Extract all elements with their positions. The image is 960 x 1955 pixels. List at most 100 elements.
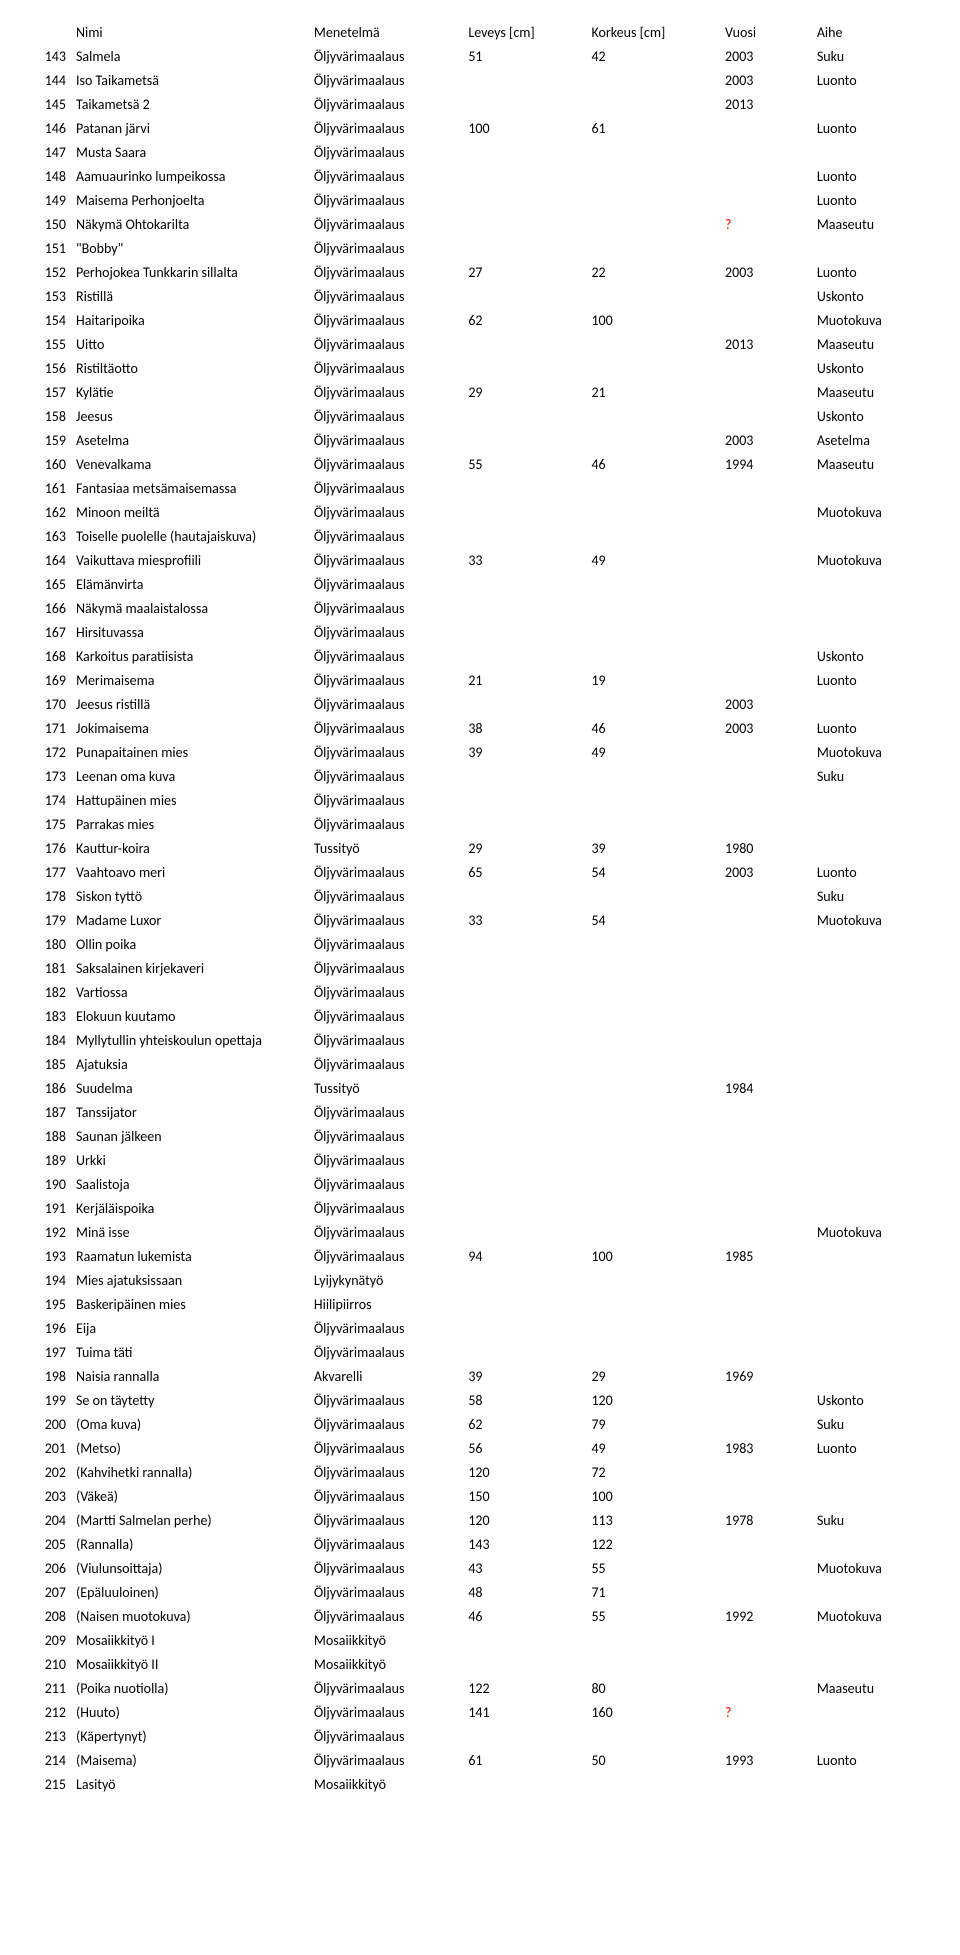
table-row: 199Se on täytettyÖljyvärimaalaus58120Usk… <box>24 1388 936 1412</box>
cell-height <box>587 1292 721 1316</box>
cell-width <box>464 1292 587 1316</box>
cell-width: 27 <box>464 260 587 284</box>
cell-height <box>587 1076 721 1100</box>
cell-width: 48 <box>464 1580 587 1604</box>
cell-year <box>721 356 813 380</box>
cell-width <box>464 1268 587 1292</box>
cell-method: Öljyvärimaalaus <box>310 140 464 164</box>
cell-year <box>721 404 813 428</box>
cell-subject <box>813 1460 936 1484</box>
cell-width <box>464 476 587 500</box>
cell-height <box>587 332 721 356</box>
cell-width: 56 <box>464 1436 587 1460</box>
cell-num: 204 <box>24 1508 72 1532</box>
cell-name: Kylätie <box>72 380 310 404</box>
table-row: 215LasityöMosaiikkityö <box>24 1772 936 1796</box>
cell-name: Mosaiikkityö II <box>72 1652 310 1676</box>
table-row: 169MerimaisemaÖljyvärimaalaus2119Luonto <box>24 668 936 692</box>
cell-num: 148 <box>24 164 72 188</box>
table-row: 168Karkoitus paratiisistaÖljyvärimaalaus… <box>24 644 936 668</box>
table-row: 213(Käpertynyt)Öljyvärimaalaus <box>24 1724 936 1748</box>
cell-year <box>721 1196 813 1220</box>
table-row: 147Musta SaaraÖljyvärimaalaus <box>24 140 936 164</box>
cell-name: (Naisen muotokuva) <box>72 1604 310 1628</box>
cell-num: 213 <box>24 1724 72 1748</box>
cell-height: 46 <box>587 452 721 476</box>
cell-width <box>464 572 587 596</box>
cell-height <box>587 1316 721 1340</box>
cell-height <box>587 236 721 260</box>
cell-width: 33 <box>464 908 587 932</box>
cell-year <box>721 1460 813 1484</box>
cell-num: 189 <box>24 1148 72 1172</box>
cell-year <box>721 1340 813 1364</box>
cell-year: 2003 <box>721 260 813 284</box>
cell-height <box>587 764 721 788</box>
cell-year <box>721 1148 813 1172</box>
cell-year: 1993 <box>721 1748 813 1772</box>
cell-method: Öljyvärimaalaus <box>310 1724 464 1748</box>
cell-year <box>721 380 813 404</box>
cell-year <box>721 1124 813 1148</box>
table-row: 143SalmelaÖljyvärimaalaus51422003Suku <box>24 44 936 68</box>
cell-num: 149 <box>24 188 72 212</box>
cell-width <box>464 212 587 236</box>
table-row: 164Vaikuttava miesprofiiliÖljyvärimaalau… <box>24 548 936 572</box>
cell-num: 170 <box>24 692 72 716</box>
cell-method: Öljyvärimaalaus <box>310 644 464 668</box>
table-row: 212(Huuto)Öljyvärimaalaus141160? <box>24 1700 936 1724</box>
cell-num: 187 <box>24 1100 72 1124</box>
cell-year <box>721 932 813 956</box>
cell-year <box>721 164 813 188</box>
cell-width: 39 <box>464 740 587 764</box>
cell-method: Öljyvärimaalaus <box>310 1700 464 1724</box>
cell-width <box>464 788 587 812</box>
cell-subject: Uskonto <box>813 1388 936 1412</box>
cell-width <box>464 1148 587 1172</box>
cell-year <box>721 1316 813 1340</box>
cell-subject <box>813 1052 936 1076</box>
cell-height: 122 <box>587 1532 721 1556</box>
cell-method: Öljyvärimaalaus <box>310 524 464 548</box>
cell-num: 195 <box>24 1292 72 1316</box>
cell-width <box>464 1004 587 1028</box>
cell-year <box>721 908 813 932</box>
cell-num: 173 <box>24 764 72 788</box>
cell-num: 196 <box>24 1316 72 1340</box>
cell-name: Fantasiaa metsämaisemassa <box>72 476 310 500</box>
cell-subject <box>813 1004 936 1028</box>
cell-num: 154 <box>24 308 72 332</box>
cell-year: 2013 <box>721 332 813 356</box>
cell-name: Lasityö <box>72 1772 310 1796</box>
cell-year <box>721 884 813 908</box>
cell-height: 54 <box>587 908 721 932</box>
cell-method: Öljyvärimaalaus <box>310 1004 464 1028</box>
cell-num: 200 <box>24 1412 72 1436</box>
header-height: Korkeus [cm] <box>587 20 721 44</box>
cell-name: Uitto <box>72 332 310 356</box>
cell-height <box>587 884 721 908</box>
cell-method: Öljyvärimaalaus <box>310 716 464 740</box>
cell-method: Öljyvärimaalaus <box>310 1220 464 1244</box>
cell-width <box>464 1172 587 1196</box>
cell-height <box>587 1340 721 1364</box>
cell-height: 120 <box>587 1388 721 1412</box>
cell-method: Öljyvärimaalaus <box>310 428 464 452</box>
cell-name: Elämänvirta <box>72 572 310 596</box>
table-row: 184 Myllytullin yhteiskoulun opettajaÖlj… <box>24 1028 936 1052</box>
cell-name: Hirsituvassa <box>72 620 310 644</box>
cell-width <box>464 404 587 428</box>
cell-method: Öljyvärimaalaus <box>310 92 464 116</box>
header-name: Nimi <box>72 20 310 44</box>
cell-subject <box>813 1628 936 1652</box>
cell-year <box>721 140 813 164</box>
cell-subject: Muotokuva <box>813 1556 936 1580</box>
table-row: 193 Raamatun lukemistaÖljyvärimaalaus941… <box>24 1244 936 1268</box>
cell-name: (Metso) <box>72 1436 310 1460</box>
cell-name: Minä isse <box>72 1220 310 1244</box>
cell-num: 182 <box>24 980 72 1004</box>
cell-year <box>721 1532 813 1556</box>
cell-subject <box>813 1268 936 1292</box>
cell-num: 209 <box>24 1628 72 1652</box>
cell-width: 33 <box>464 548 587 572</box>
